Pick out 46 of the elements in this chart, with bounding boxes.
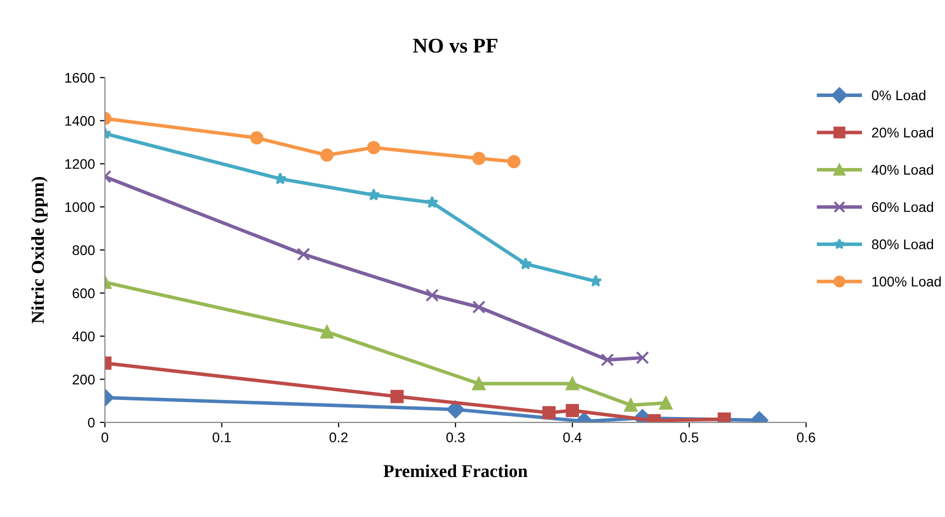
point — [296, 248, 310, 261]
y-tick-label: 1600 — [65, 72, 95, 83]
point — [472, 300, 486, 314]
legend-label: 0% Load — [872, 90, 926, 100]
point — [566, 404, 579, 418]
legend-label: 60% Load — [872, 202, 934, 212]
point — [624, 398, 638, 412]
point — [659, 396, 672, 410]
legend-label: 80% Load — [872, 239, 934, 250]
point — [390, 390, 404, 404]
legend-label: 40% Load — [872, 164, 934, 175]
point — [426, 196, 438, 208]
x-tick-label: 0.4 — [563, 432, 582, 442]
y-tick-label: 1000 — [65, 202, 95, 212]
x-tick-label: 0.2 — [330, 432, 348, 442]
x-tick-label: 0.3 — [446, 432, 465, 442]
x-tick-label: 0 — [102, 432, 108, 442]
point — [320, 325, 334, 338]
y-tick-label: 200 — [72, 374, 95, 384]
x-tick-label: 0.5 — [680, 432, 698, 442]
x-axis-title: Premixed Fraction — [384, 464, 528, 478]
y-tick-label: 0 — [88, 418, 95, 428]
y-tick-label: 600 — [72, 288, 95, 298]
point — [250, 131, 264, 144]
point — [519, 257, 532, 270]
point — [507, 155, 521, 168]
x-tick-label: 0.6 — [796, 432, 816, 442]
point — [566, 376, 579, 390]
point — [600, 353, 614, 366]
legend-label: 100% Load — [872, 276, 941, 287]
y-tick-label: 400 — [72, 332, 95, 342]
y-tick-label: 1400 — [65, 116, 95, 126]
x-tick-label: 0.1 — [212, 432, 231, 442]
point — [426, 288, 439, 302]
point — [320, 148, 334, 162]
point — [367, 188, 380, 201]
point — [472, 152, 486, 165]
point — [636, 351, 650, 364]
point — [542, 406, 556, 420]
y-tick-label: 800 — [72, 245, 95, 256]
y-axis-title: Nitric Oxide (ppm) — [31, 177, 48, 324]
y-tick-label: 1200 — [65, 159, 95, 169]
point — [367, 140, 380, 154]
chart-title: NO vs PF — [413, 38, 498, 53]
legend-label: 20% Load — [872, 127, 934, 138]
point — [472, 376, 486, 390]
